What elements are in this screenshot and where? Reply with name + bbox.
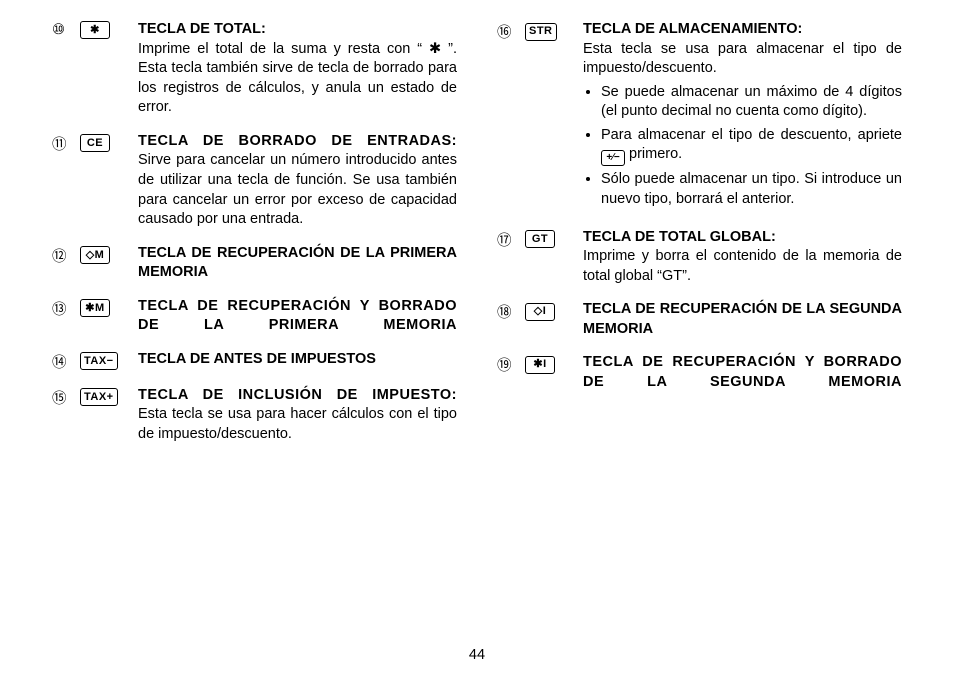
left-column: ⑩✱TECLA DE TOTAL:Imprime el total de la …	[52, 20, 457, 647]
key-icon: TAX+	[80, 388, 118, 406]
entry-body: TECLA DE TOTAL:Imprime el total de la su…	[138, 20, 457, 118]
entry-desc: Esta tecla se usa para almacenar el tipo…	[583, 40, 902, 79]
entry-body: TECLA DE RECUPERACIÓN Y BORRADO DE LA PR…	[138, 297, 457, 336]
bullet-item: Se puede almacenar un máximo de 4 dígito…	[601, 83, 902, 122]
item-number: ⑯	[497, 21, 519, 42]
entry-desc: Sirve para cancelar un número introducid…	[138, 151, 457, 229]
entry-body: TECLA DE BORRADO DE ENTRADAS:Sirve para …	[138, 132, 457, 230]
entry-title: TECLA DE RECUPERACIÓN DE LA SEGUNDA MEMO…	[583, 300, 902, 339]
key-icon: TAX−	[80, 352, 118, 370]
entry-title: TECLA DE RECUPERACIÓN DE LA PRIMERA MEMO…	[138, 244, 457, 283]
entry: ⑰ GT TECLA DE TOTAL GLOBAL:Imprime y borra…	[497, 228, 902, 287]
item-number: ⑲	[497, 354, 519, 375]
key-icon: ◇M	[80, 246, 110, 264]
marker: ⑯ STR	[497, 21, 583, 42]
item-number: ⑮	[52, 387, 74, 408]
entry-title: TECLA DE ANTES DE IMPUESTOS	[138, 350, 457, 370]
entry: ⑮ TAX+ TECLA DE INCLUSIÓN DE IMPUESTO:Esta…	[52, 386, 457, 445]
entry-title: TECLA DE BORRADO DE ENTRADAS:	[138, 132, 457, 152]
entry-body: TECLA DE ANTES DE IMPUESTOS	[138, 350, 457, 370]
entry: ⑱ ◇I TECLA DE RECUPERACIÓN DE LA SEGUNDA M…	[497, 300, 902, 339]
entry-desc: Esta tecla se usa para hacer cálculos co…	[138, 405, 457, 444]
right-column: ⑯ STR TECLA DE ALMACENAMIENTO:Esta tecla s…	[497, 20, 902, 647]
item-number: ⑰	[497, 229, 519, 250]
entry-body: TECLA DE RECUPERACIÓN Y BORRADO DE LA SE…	[583, 353, 902, 392]
marker: ⑱ ◇I	[497, 301, 583, 322]
key-icon: STR	[525, 23, 557, 41]
entry: ⑯ STR TECLA DE ALMACENAMIENTO:Esta tecla s…	[497, 20, 902, 214]
bullet-item: Sólo puede almacenar un tipo. Si introdu…	[601, 170, 902, 209]
entry-title: TECLA DE TOTAL GLOBAL:	[583, 228, 902, 248]
entry-desc: Imprime y borra el contenido de la memor…	[583, 247, 902, 286]
entry: ⑭ TAX− TECLA DE ANTES DE IMPUESTOS	[52, 350, 457, 372]
bullet-item: Para almacenar el tipo de descuento, apr…	[601, 126, 902, 167]
entry: ⑬ ✱M TECLA DE RECUPERACIÓN Y BORRADO DE LA…	[52, 297, 457, 336]
item-number: ⑫	[52, 245, 74, 266]
marker: ⑬ ✱M	[52, 298, 138, 319]
entry-desc: Imprime el total de la suma y resta con …	[138, 40, 457, 118]
entry: ⑪ CE TECLA DE BORRADO DE ENTRADAS:Sirve pa…	[52, 132, 457, 230]
entry-title: TECLA DE TOTAL:	[138, 20, 457, 40]
entry: ⑩✱TECLA DE TOTAL:Imprime el total de la …	[52, 20, 457, 118]
marker: ⑩✱	[52, 21, 138, 39]
key-icon: CE	[80, 134, 110, 152]
columns: ⑩✱TECLA DE TOTAL:Imprime el total de la …	[52, 20, 902, 647]
marker: ⑲ ✱I	[497, 354, 583, 375]
marker: ⑮ TAX+	[52, 387, 138, 408]
entry: ⑲ ✱I TECLA DE RECUPERACIÓN Y BORRADO DE LA…	[497, 353, 902, 392]
item-number: ⑭	[52, 351, 74, 372]
entry-bullets: Se puede almacenar un máximo de 4 dígito…	[583, 83, 902, 210]
key-icon: ✱M	[80, 299, 110, 317]
item-number: ⑱	[497, 301, 519, 322]
page: ⑩✱TECLA DE TOTAL:Imprime el total de la …	[0, 0, 954, 677]
marker: ⑰ GT	[497, 229, 583, 250]
item-number: ⑪	[52, 133, 74, 154]
entry: ⑫ ◇M TECLA DE RECUPERACIÓN DE LA PRIMERA M…	[52, 244, 457, 283]
entry-body: TECLA DE RECUPERACIÓN DE LA SEGUNDA MEMO…	[583, 300, 902, 339]
entry-body: TECLA DE INCLUSIÓN DE IMPUESTO:Esta tecl…	[138, 386, 457, 445]
entry-title: TECLA DE ALMACENAMIENTO:	[583, 20, 902, 40]
item-number: ⑬	[52, 298, 74, 319]
entry-title: TECLA DE INCLUSIÓN DE IMPUESTO:	[138, 386, 457, 406]
marker: ⑪ CE	[52, 133, 138, 154]
entry-title: TECLA DE RECUPERACIÓN Y BORRADO DE LA SE…	[583, 353, 902, 392]
key-icon: GT	[525, 230, 555, 248]
marker: ⑭ TAX−	[52, 351, 138, 372]
entry-body: TECLA DE RECUPERACIÓN DE LA PRIMERA MEMO…	[138, 244, 457, 283]
entry-body: TECLA DE ALMACENAMIENTO:Esta tecla se us…	[583, 20, 902, 214]
key-icon: ◇I	[525, 303, 555, 321]
entry-body: TECLA DE TOTAL GLOBAL:Imprime y borra el…	[583, 228, 902, 287]
marker: ⑫ ◇M	[52, 245, 138, 266]
key-icon: ✱	[80, 21, 110, 39]
entry-title: TECLA DE RECUPERACIÓN Y BORRADO DE LA PR…	[138, 297, 457, 336]
key-icon: ✱I	[525, 356, 555, 374]
page-number: 44	[52, 647, 902, 677]
item-number: ⑩	[52, 22, 74, 38]
